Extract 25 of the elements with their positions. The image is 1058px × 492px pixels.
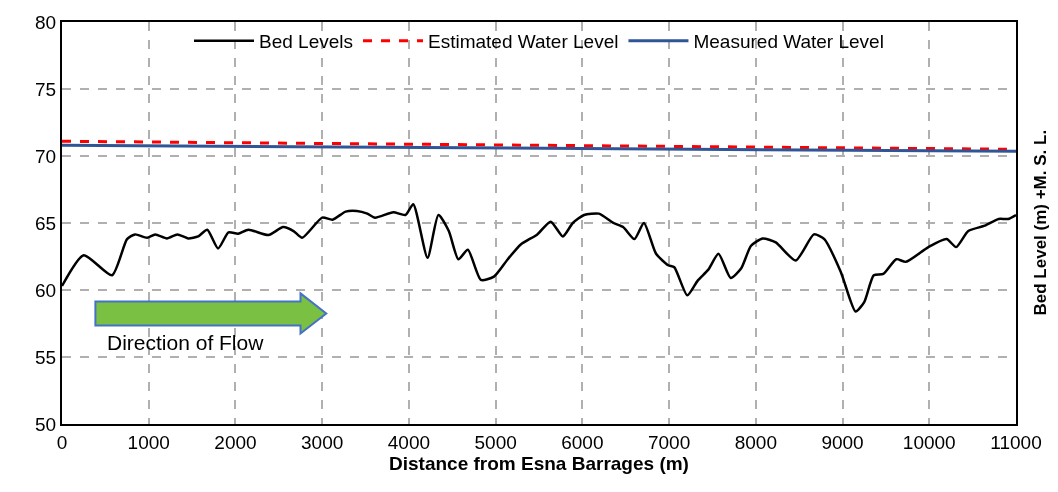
annotation: Direction of Flow — [107, 331, 265, 354]
x-tick-label: 2000 — [214, 431, 257, 453]
x-axis-title: Distance from Esna Barrages (m) — [389, 452, 689, 474]
x-tick-label: 0 — [56, 431, 68, 453]
y-axis-title: Bed Level (m) +M. S. L. — [1030, 129, 1050, 316]
x-tick-label: 7000 — [647, 431, 691, 453]
legend-label: Estimated Water Level — [428, 31, 619, 53]
x-tick-label: 9000 — [821, 431, 864, 453]
y-tick-label: 70 — [35, 145, 57, 167]
y-tick-label: 50 — [35, 413, 57, 435]
y-tick-label: 55 — [35, 346, 57, 368]
x-tick-label: 3000 — [301, 431, 344, 453]
y-tick-label: 60 — [35, 279, 57, 301]
x-tick-label: 5000 — [474, 431, 517, 453]
legend-label: Bed Levels — [259, 31, 354, 53]
x-tick-label: 4000 — [387, 431, 431, 453]
y-tick-label: 75 — [35, 78, 57, 100]
x-tick-label: 10000 — [902, 431, 956, 453]
x-tick-label: 1000 — [127, 431, 170, 453]
x-tick-label: 11000 — [990, 431, 1042, 453]
y-tick-label: 80 — [35, 11, 57, 33]
x-tick-label: 8000 — [734, 431, 777, 453]
y-tick-label: 65 — [35, 212, 57, 234]
x-tick-label: 6000 — [561, 431, 604, 453]
legend-label: Measured Water Level — [693, 31, 884, 53]
